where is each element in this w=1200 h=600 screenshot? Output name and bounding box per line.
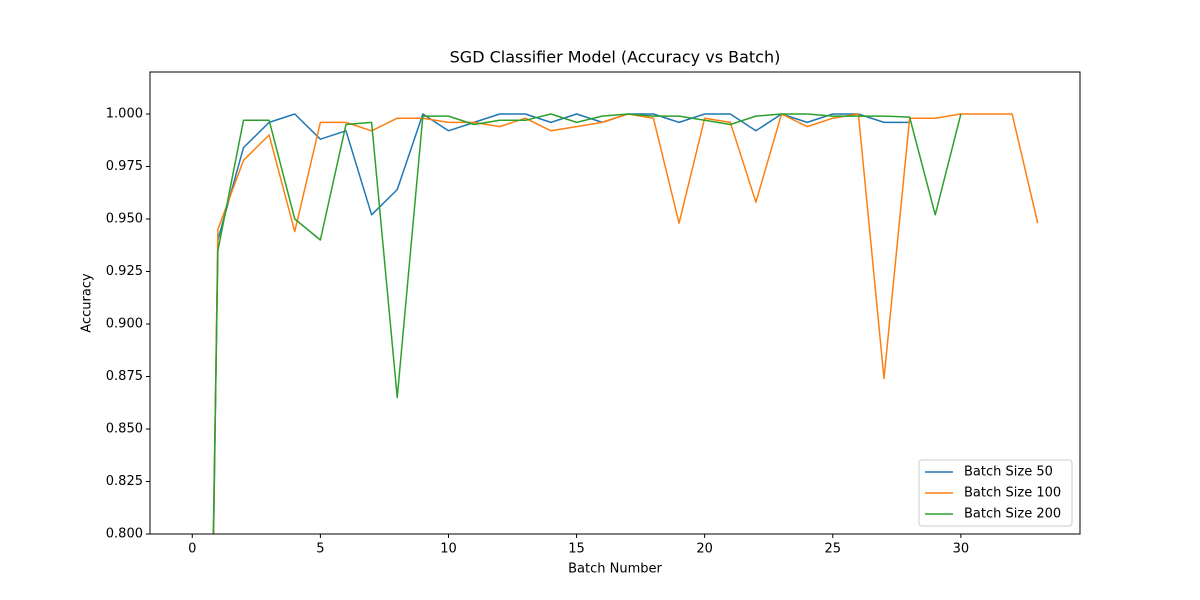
y-tick-label: 1.000 xyxy=(106,107,143,122)
chart-title: SGD Classifier Model (Accuracy vs Batch) xyxy=(450,48,781,67)
legend-box xyxy=(918,459,1073,527)
data-line xyxy=(212,113,1039,534)
y-tick-label: 0.850 xyxy=(106,422,143,437)
data-line xyxy=(212,113,962,534)
x-tick-label: 30 xyxy=(953,542,970,557)
x-tick-label: 10 xyxy=(440,542,457,557)
y-tick-label: 0.900 xyxy=(106,317,143,332)
x-axis-label: Batch Number xyxy=(568,562,662,577)
legend-label: Batch Size 50 xyxy=(964,465,1053,480)
y-tick-label: 0.975 xyxy=(106,159,143,174)
y-tick-label: 0.875 xyxy=(106,369,143,384)
y-tick-label: 0.925 xyxy=(106,264,143,279)
legend-label: Batch Size 200 xyxy=(964,507,1061,522)
y-tick-label: 0.800 xyxy=(106,527,143,542)
data-line xyxy=(212,113,910,534)
x-tick-label: 5 xyxy=(316,542,324,557)
x-tick-label: 0 xyxy=(188,542,196,557)
y-axis-label: Accuracy xyxy=(80,273,95,333)
x-tick-label: 25 xyxy=(824,542,841,557)
plot-frame xyxy=(149,71,1081,535)
x-tick-label: 20 xyxy=(696,542,713,557)
y-tick-label: 0.950 xyxy=(106,212,143,227)
x-tick-label: 15 xyxy=(568,542,585,557)
plot-lines xyxy=(212,113,1039,534)
legend-label: Batch Size 100 xyxy=(964,486,1061,501)
y-tick-label: 0.825 xyxy=(106,474,143,489)
